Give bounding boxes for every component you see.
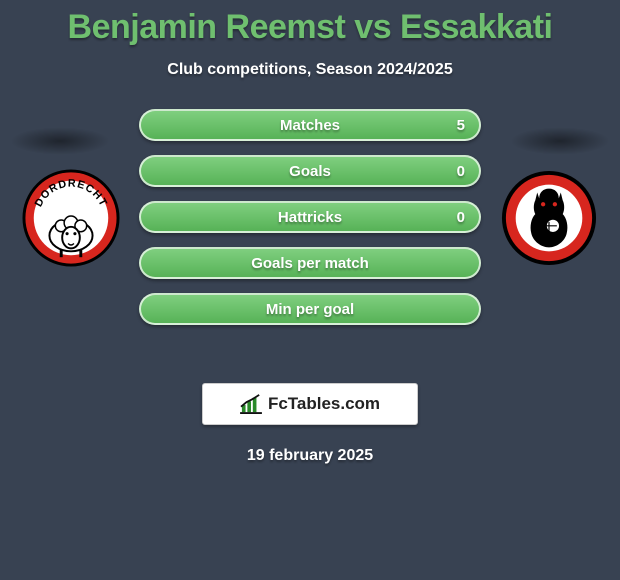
player-left-shadow (10, 127, 110, 155)
bar-chart-icon (240, 394, 262, 414)
stat-right-value: 0 (457, 163, 465, 180)
brand-box[interactable]: FcTables.com (202, 383, 418, 425)
svg-text:FC: FC (64, 189, 77, 200)
subtitle: Club competitions, Season 2024/2025 (0, 61, 620, 79)
helmond-logo-icon (500, 169, 598, 267)
date-text: 19 february 2025 (0, 447, 620, 465)
stat-label: Matches (280, 117, 340, 134)
stat-label: Hattricks (278, 209, 342, 226)
stat-right-value: 5 (457, 117, 465, 134)
stat-rows: Matches 5 Goals 0 Hattricks 0 Goals per … (139, 109, 481, 325)
stat-label: Min per goal (266, 301, 354, 318)
stat-row-min-per-goal: Min per goal (139, 293, 481, 325)
stat-row-hattricks: Hattricks 0 (139, 201, 481, 233)
player-right-shadow (510, 127, 610, 155)
stat-row-goals: Goals 0 (139, 155, 481, 187)
brand-text: FcTables.com (268, 394, 380, 414)
stat-row-matches: Matches 5 (139, 109, 481, 141)
stat-label: Goals per match (251, 255, 369, 272)
stat-label: Goals (289, 163, 331, 180)
club-badge-left: FC DORDRECHT (22, 169, 120, 267)
dordrecht-logo-icon: FC DORDRECHT (22, 169, 120, 267)
stat-row-goals-per-match: Goals per match (139, 247, 481, 279)
stat-right-value: 0 (457, 209, 465, 226)
comparison-panel: FC DORDRECHT (0, 109, 620, 369)
club-badge-right (500, 169, 598, 267)
page-title: Benjamin Reemst vs Essakkati (0, 0, 620, 47)
